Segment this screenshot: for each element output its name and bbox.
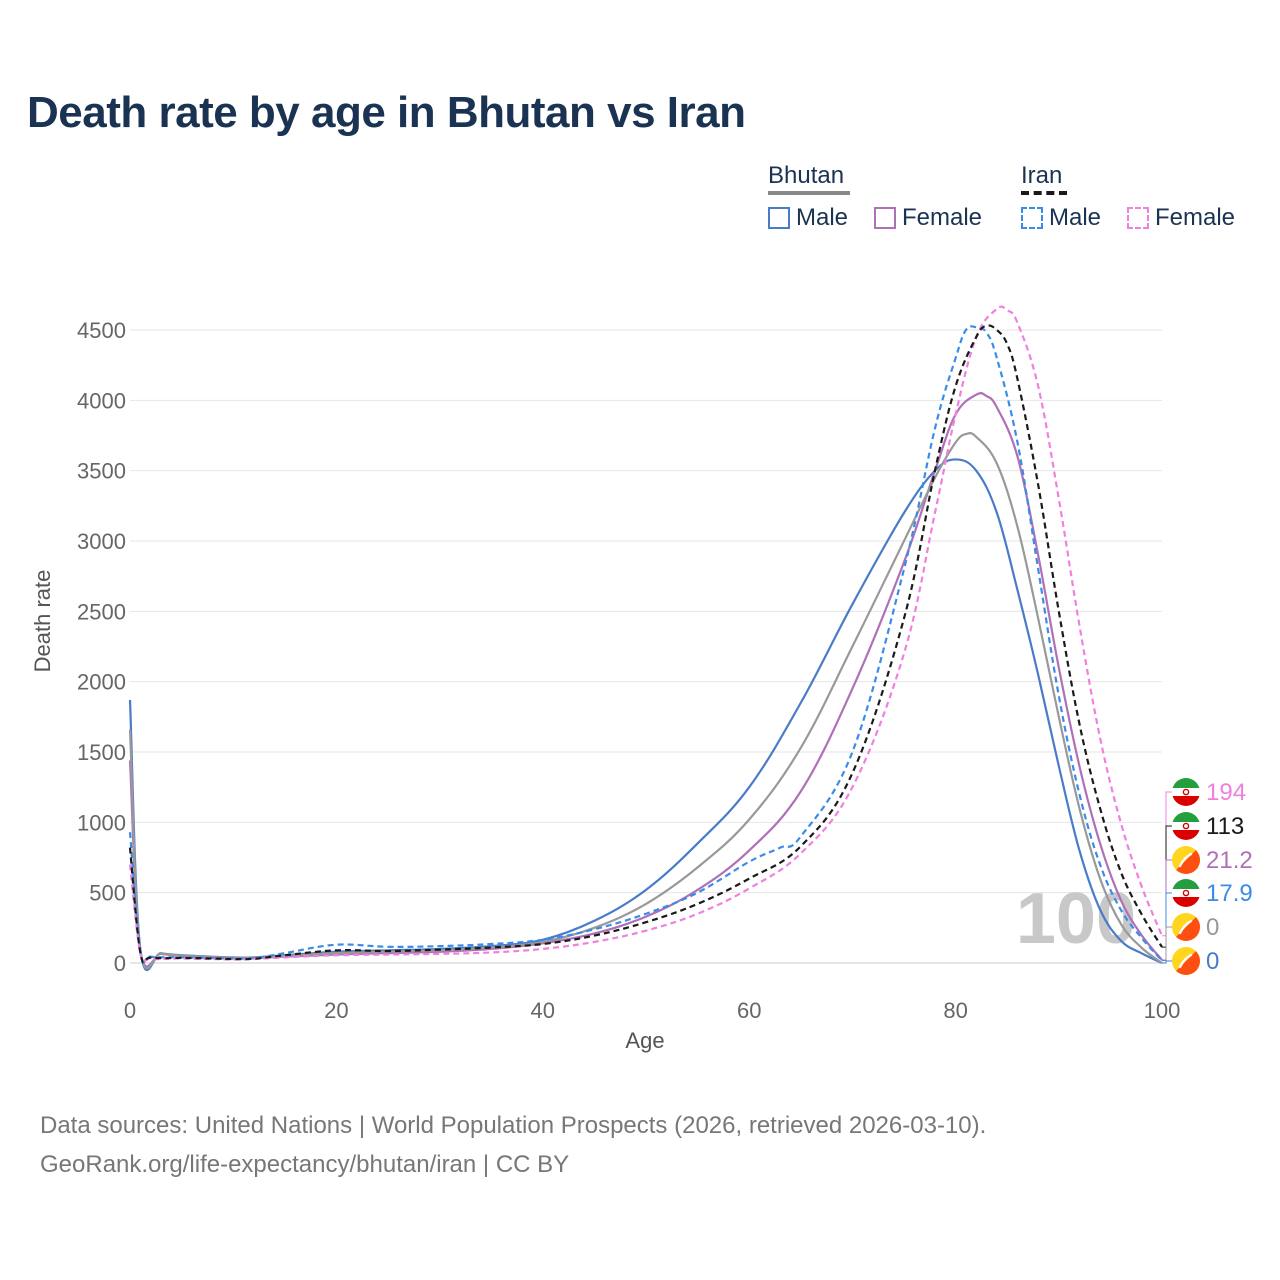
end-label: 194 <box>1206 779 1246 806</box>
legend-group-name: Bhutan <box>768 162 845 189</box>
legend-item-bhutan-male[interactable]: Male <box>768 204 848 232</box>
legend-swatch <box>768 207 790 229</box>
end-label: 21.2 <box>1206 847 1253 874</box>
end-label-connector <box>1162 926 1172 964</box>
x-tick-label: 80 <box>943 998 967 1023</box>
end-labels: 194 113 21.2 17.9 0 0 <box>1162 778 1253 975</box>
x-tick-label: 0 <box>124 998 136 1023</box>
legend-item-iran-male[interactable]: Male <box>1021 204 1101 232</box>
series-iran-both[interactable] <box>128 324 1163 964</box>
x-axis-ticks: 0 20 40 60 80 100 <box>124 998 1180 1023</box>
legend-group-underline <box>1021 191 1067 195</box>
legend-item-iran-female[interactable]: Female <box>1127 204 1235 232</box>
legend-item-label: Male <box>796 204 849 231</box>
x-axis-title: Age <box>625 1028 664 1053</box>
series-iran-female[interactable] <box>128 305 1164 964</box>
y-tick-label: 1000 <box>77 810 126 835</box>
age-watermark: 100 <box>1016 879 1136 959</box>
source-line: Data sources: United Nations | World Pop… <box>40 1112 987 1139</box>
legend-group-iran: Iran Male Female <box>1021 162 1251 232</box>
source-note: Data sources: United Nations | World Pop… <box>40 1106 986 1184</box>
y-tick-label: 3000 <box>77 529 126 554</box>
y-tick-label: 3500 <box>77 459 126 484</box>
end-label-connector <box>1162 791 1172 937</box>
legend-item-label: Female <box>1155 204 1236 231</box>
x-tick-label: 100 <box>1144 998 1181 1023</box>
end-label: 0 <box>1206 948 1219 975</box>
legend-item-label: Male <box>1049 204 1102 231</box>
bhutan-flag-icon <box>1172 913 1200 941</box>
y-tick-label: 2500 <box>77 599 126 624</box>
series-bhutan-male[interactable] <box>128 458 1163 971</box>
legend-group-underline <box>768 191 850 195</box>
legend-swatch <box>874 207 896 229</box>
x-tick-label: 20 <box>324 998 348 1023</box>
end-label-connector <box>1162 859 1172 961</box>
iran-flag-icon <box>1172 812 1200 840</box>
iran-flag-icon <box>1172 778 1200 806</box>
y-tick-label: 500 <box>89 881 126 906</box>
y-axis-title: Death rate <box>30 570 55 673</box>
bhutan-flag-icon <box>1172 846 1200 874</box>
y-tick-label: 4000 <box>77 388 126 413</box>
y-tick-label: 2000 <box>77 670 126 695</box>
y-tick-label: 1500 <box>77 740 126 765</box>
series-iran-male[interactable] <box>128 325 1163 964</box>
legend-item-label: Female <box>902 204 983 231</box>
y-tick-label: 4500 <box>77 318 126 343</box>
bhutan-flag-icon <box>1172 947 1200 975</box>
end-label: 0 <box>1206 914 1219 941</box>
end-label-connector <box>1162 825 1172 948</box>
legend-item-bhutan-female[interactable]: Female <box>874 204 982 232</box>
series-bhutan-both[interactable] <box>128 432 1163 970</box>
source-url[interactable]: GeoRank.org/life-expectancy/bhutan/iran … <box>40 1151 570 1178</box>
chart-title: Death rate by age in Bhutan vs Iran <box>27 88 746 137</box>
end-label-connector <box>1162 960 1172 964</box>
end-label: 113 <box>1206 813 1244 840</box>
legend-group-bhutan: Bhutan Male Female <box>768 162 998 232</box>
y-tick-label: 0 <box>114 951 126 976</box>
x-tick-label: 60 <box>737 998 761 1023</box>
legend-group-name: Iran <box>1021 162 1063 189</box>
x-tick-label: 40 <box>531 998 555 1023</box>
grid <box>130 329 1162 964</box>
series-lines <box>128 305 1164 971</box>
legend-swatch <box>1021 207 1043 229</box>
end-label: 17.9 <box>1206 880 1253 907</box>
y-axis-ticks: 0 500 1000 1500 2000 2500 3000 3500 4000 4500 <box>77 318 126 976</box>
iran-flag-icon <box>1172 879 1200 907</box>
series-bhutan-female[interactable] <box>128 392 1163 968</box>
legend-swatch <box>1127 207 1149 229</box>
